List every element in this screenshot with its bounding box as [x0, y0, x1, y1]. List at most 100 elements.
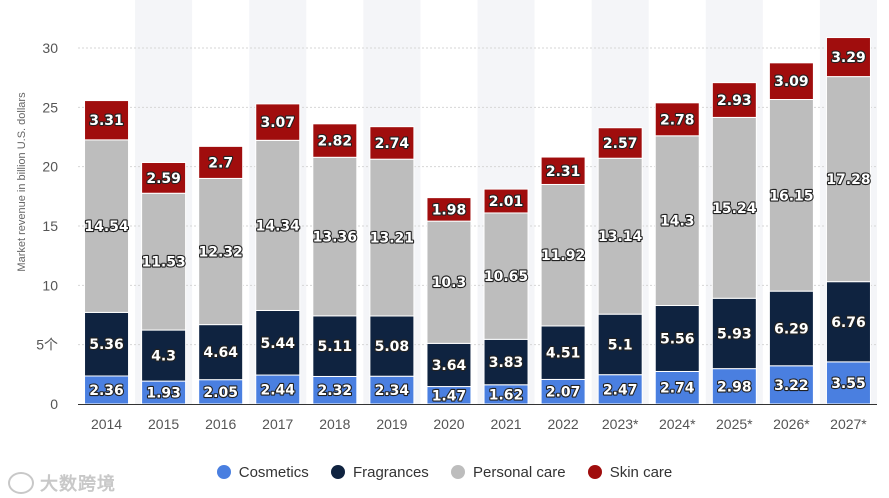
- legend-item-skin-care[interactable]: Skin care: [587, 464, 673, 481]
- data-label: 2.05: [203, 385, 238, 401]
- bar-skin-care[interactable]: [540, 156, 586, 185]
- bar-fragrances[interactable]: [426, 342, 472, 388]
- watermark-logo-icon: [8, 472, 34, 494]
- data-label: 2.47: [603, 382, 638, 398]
- data-label: 14.54: [84, 219, 129, 235]
- data-label: 13.14: [598, 229, 643, 245]
- bar-personal-care[interactable]: [255, 139, 301, 311]
- bar-personal-care[interactable]: [198, 177, 244, 326]
- bar-personal-care[interactable]: [312, 156, 358, 317]
- bar-skin-care[interactable]: [768, 62, 814, 101]
- bar-fragrances[interactable]: [825, 281, 871, 363]
- data-label: 13.21: [370, 231, 414, 247]
- bar-personal-care[interactable]: [768, 99, 814, 292]
- bar-skin-care[interactable]: [369, 126, 415, 160]
- data-label: 10.65: [484, 269, 528, 285]
- y-axis: 0 5个 10 15 20 25 30: [36, 40, 58, 412]
- legend-item-cosmetics[interactable]: Cosmetics: [216, 464, 309, 481]
- bar-cosmetics[interactable]: [198, 379, 244, 405]
- bar-cosmetics[interactable]: [255, 374, 301, 405]
- data-label: 5.08: [375, 339, 410, 355]
- data-label: 2.32: [318, 383, 353, 399]
- bar-cosmetics[interactable]: [597, 374, 643, 405]
- bar-skin-care[interactable]: [711, 82, 757, 118]
- bar-personal-care[interactable]: [654, 135, 700, 307]
- bar-fragrances[interactable]: [654, 305, 700, 372]
- data-label: 5.36: [89, 337, 124, 353]
- bar-fragrances[interactable]: [255, 309, 301, 376]
- bar-personal-care[interactable]: [711, 116, 757, 299]
- data-label: 2.74: [375, 136, 410, 152]
- bar-fragrances[interactable]: [84, 311, 130, 377]
- data-label: 6.76: [831, 315, 866, 331]
- bar-skin-care[interactable]: [597, 127, 643, 159]
- bar-fragrances[interactable]: [711, 297, 757, 370]
- data-label: 11.92: [541, 248, 585, 264]
- bar-fragrances[interactable]: [141, 329, 187, 382]
- data-label: 3.31: [89, 113, 124, 129]
- bar-skin-care[interactable]: [84, 100, 130, 141]
- y-tick-label: 5个: [36, 337, 58, 353]
- data-label: 4.51: [546, 346, 581, 362]
- data-label: 1.47: [432, 388, 467, 404]
- bar-skin-care[interactable]: [825, 37, 871, 78]
- y-tick-label: 30: [42, 40, 58, 56]
- data-label: 2.01: [489, 194, 524, 210]
- bar-cosmetics[interactable]: [312, 375, 358, 405]
- y-axis-title: Market revenue in billion U.S. dollars: [16, 92, 28, 272]
- data-label: 2.31: [546, 164, 581, 180]
- bar-fragrances[interactable]: [312, 315, 358, 377]
- x-axis: 2014 2015 2016 2017 2018 2019 2020 2021 2022 2023…: [78, 404, 877, 432]
- bar-fragrances[interactable]: [597, 313, 643, 376]
- bar-skin-care[interactable]: [654, 102, 700, 137]
- bar-personal-care[interactable]: [369, 158, 415, 317]
- data-label: 2.7: [208, 155, 233, 171]
- watermark: 大数跨境: [8, 470, 116, 496]
- bar-skin-care[interactable]: [312, 123, 358, 158]
- data-label: 11.53: [141, 255, 185, 271]
- x-tick-label: 2016: [205, 416, 236, 432]
- x-tick-label: 2018: [319, 416, 350, 432]
- x-tick-label: 2019: [376, 416, 407, 432]
- bar-skin-care[interactable]: [483, 188, 529, 214]
- x-tick-label: 2020: [433, 416, 464, 432]
- y-tick-label: 25: [42, 99, 58, 115]
- bar-personal-care[interactable]: [597, 157, 643, 315]
- bar-personal-care[interactable]: [426, 220, 472, 344]
- legend-dot-personal-care: [450, 465, 465, 479]
- bar-fragrances[interactable]: [483, 338, 529, 386]
- bar-personal-care[interactable]: [141, 192, 187, 331]
- data-label: 3.09: [774, 74, 809, 90]
- bars: [84, 37, 871, 405]
- watermark-text: 大数跨境: [40, 474, 116, 494]
- x-tick-label: 2014: [91, 416, 122, 432]
- data-label: 5.44: [260, 336, 295, 352]
- bar-cosmetics[interactable]: [369, 375, 415, 405]
- x-tick-label: 2017: [262, 416, 293, 432]
- data-label: 1.93: [146, 386, 181, 402]
- bar-fragrances[interactable]: [540, 325, 586, 380]
- data-label: 2.57: [603, 136, 638, 152]
- legend-label: Skin care: [609, 464, 673, 481]
- bar-fragrances[interactable]: [369, 315, 415, 377]
- bar-fragrances[interactable]: [198, 324, 244, 381]
- x-tick-label: 2021: [490, 416, 521, 432]
- data-label: 14.3: [660, 214, 695, 230]
- y-tick-label: 15: [42, 218, 58, 234]
- bar-fragrances[interactable]: [768, 290, 814, 367]
- legend-item-personal-care[interactable]: Personal care: [450, 464, 566, 481]
- bar-personal-care[interactable]: [84, 139, 130, 313]
- bar-personal-care[interactable]: [483, 212, 529, 340]
- bar-skin-care[interactable]: [426, 197, 472, 222]
- data-label: 3.83: [489, 355, 524, 371]
- bar-skin-care[interactable]: [141, 162, 187, 194]
- bar-cosmetics[interactable]: [768, 365, 814, 405]
- data-label: 3.55: [831, 376, 866, 392]
- bar-skin-care[interactable]: [198, 145, 244, 179]
- bar-skin-care[interactable]: [255, 103, 301, 141]
- data-label: 1.62: [489, 387, 524, 403]
- bar-personal-care[interactable]: [540, 183, 586, 327]
- data-label: 15.24: [712, 201, 757, 217]
- data-label: 4.3: [151, 349, 176, 365]
- legend-item-fragrances[interactable]: Fragrances: [330, 464, 429, 481]
